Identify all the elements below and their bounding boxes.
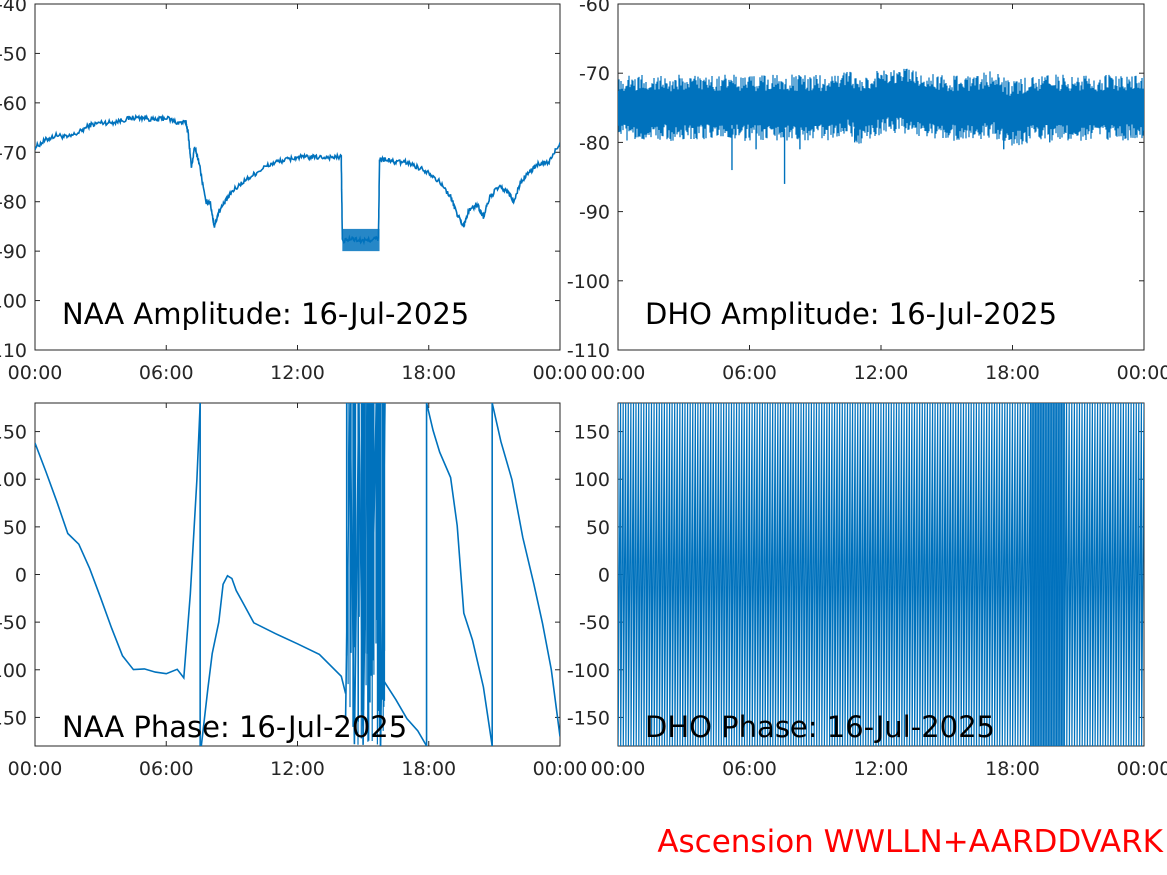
axes-box [34,402,561,747]
y-tick-label: -50 [0,612,27,634]
x-tick-label: 00:00 [8,758,63,780]
naa-phase-segment [200,574,347,746]
x-tick-label: 12:00 [270,362,325,384]
panel-title: NAA Phase: 16-Jul-2025 [62,710,407,744]
x-tick-label: 00:00 [8,362,63,384]
x-tick-label: 06:00 [722,362,777,384]
x-tick-label: 00:00 [591,758,646,780]
y-tick-label: -60 [579,0,610,16]
panel-title: NAA Amplitude: 16-Jul-2025 [62,297,469,331]
y-tick-label: -50 [0,43,27,65]
y-tick-label: 150 [0,422,27,444]
y-tick-label: -80 [579,132,610,154]
x-tick-label: 12:00 [854,362,909,384]
x-tick-label: 06:00 [139,758,194,780]
series-group [35,403,560,746]
y-tick-label: -70 [579,63,610,85]
station-caption: Ascension WWLLN+AARDDVARK [657,824,1163,860]
naa-phase-wraps [345,403,386,746]
x-tick-label: 18:00 [985,758,1040,780]
y-tick-label: 0 [15,565,27,587]
y-tick-label: -70 [0,142,27,164]
y-tick-label: -50 [579,612,610,634]
y-tick-label: 100 [0,469,27,491]
naa-amplitude-panel: 00:00 06:00 12:00 18:00 00:00 -40 -50 -60 -70 -80… [0,0,587,384]
x-tick-label: 00:00 [1117,362,1167,384]
naa-amplitude-line [35,113,560,246]
y-tick-label: -100 [567,271,610,293]
y-tick-label: -110 [0,340,27,362]
y-tick-label: -90 [579,202,610,224]
y-tick-label: -90 [0,241,27,263]
y-tick-label: 50 [586,517,610,539]
y-tick-label: -100 [0,660,27,682]
series-group [618,68,1144,184]
y-tick-label: -150 [567,707,610,729]
x-tick-label: 12:00 [270,758,325,780]
dho-amplitude-band [618,68,1144,146]
y-tick-label: -80 [0,192,27,214]
series-group [618,403,1144,746]
dho-phase-panel: 00:00 06:00 12:00 18:00 00:00 150 100 50 0 -50 -10… [567,402,1167,780]
x-tick-label: 06:00 [139,362,194,384]
x-tick-label: 06:00 [722,758,777,780]
naa-phase-segment [382,678,428,746]
x-tick-label: 12:00 [854,758,909,780]
x-tick-label: 18:00 [401,758,456,780]
y-tick-label: -100 [567,660,610,682]
naa-phase-segment [425,403,493,746]
dho-phase-wraps [618,403,1144,746]
series-group [35,113,560,252]
x-tick-label: 00:00 [591,362,646,384]
x-tick-label: 18:00 [985,362,1040,384]
y-tick-label: 150 [574,422,610,444]
dho-phase-dense [1030,403,1066,746]
y-tick-label: 0 [598,565,610,587]
y-tick-label: -60 [0,93,27,115]
y-tick-label: 100 [574,469,610,491]
noise-band [342,228,380,252]
dho-amplitude-panel: 00:00 06:00 12:00 18:00 00:00 -60 -70 -80 -90 -10… [567,0,1167,384]
y-tick-label: -40 [0,0,27,16]
x-tick-label: 18:00 [401,362,456,384]
panel-title: DHO Phase: 16-Jul-2025 [645,710,995,744]
y-tick-label: -150 [0,707,27,729]
x-tick-label: 00:00 [1117,758,1167,780]
x-tick-label: 00:00 [533,758,588,780]
y-tick-label: 50 [3,517,27,539]
naa-phase-panel: 00:00 06:00 12:00 18:00 00:00 150 100 50 0 -50 -10… [0,402,587,780]
x-tick-label: 00:00 [533,362,588,384]
y-tick-label: -100 [0,291,27,313]
panel-title: DHO Amplitude: 16-Jul-2025 [645,297,1057,331]
naa-phase-segment [35,403,201,681]
naa-phase-segment [491,403,560,737]
y-tick-label: -110 [567,340,610,362]
